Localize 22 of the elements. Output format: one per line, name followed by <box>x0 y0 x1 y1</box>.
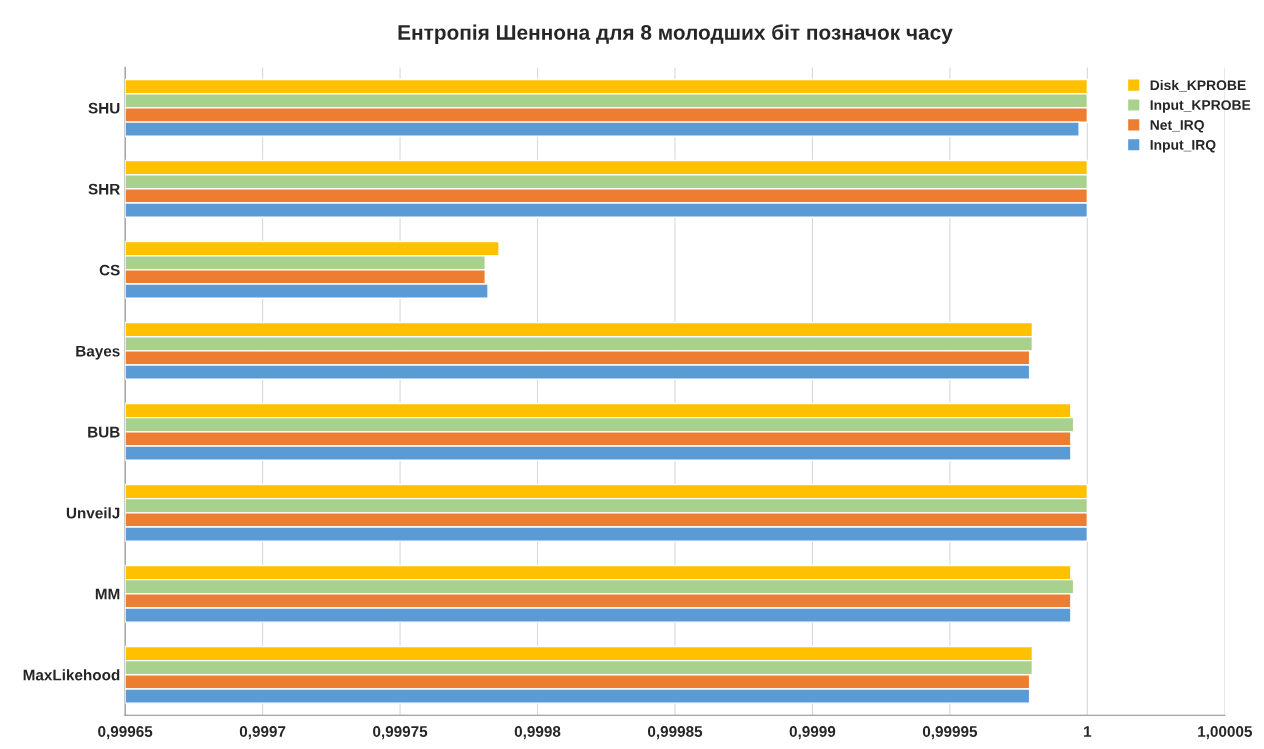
legend-label: Net_IRQ <box>1150 120 1204 133</box>
y-tick-label: UnveilJ <box>66 507 120 519</box>
legend-label: Input_IRQ <box>1150 139 1216 153</box>
x-tick-label: 0,99995 <box>922 726 978 740</box>
y-tick-label: MM <box>95 588 120 600</box>
x-tick-label: 0,9997 <box>239 726 286 740</box>
x-tick-label: 0,99985 <box>647 726 703 740</box>
y-tick-label: BUB <box>88 426 120 438</box>
y-tick-label: MaxLikehood <box>23 669 120 681</box>
y-tick-label: CS <box>99 264 120 276</box>
y-tick-label: SHR <box>88 183 120 195</box>
y-tick-label: Bayes <box>76 345 120 360</box>
y-tick-label: SHU <box>88 102 120 114</box>
x-tick-label: 0,9998 <box>514 726 561 740</box>
x-tick-label: 1 <box>1084 726 1092 737</box>
x-tick-label: 0,99975 <box>373 726 428 740</box>
legend-label: Input_KPROBE <box>1150 100 1251 113</box>
legend-label: Disk_KPROBE <box>1150 79 1246 92</box>
x-tick-label: 0,99965 <box>98 726 153 740</box>
x-tick-label: 1,00005 <box>1198 726 1253 740</box>
x-tick-label: 0,9999 <box>789 726 836 740</box>
chart-title: Ентропія Шеннона для 8 молодших біт позначок часу <box>398 24 953 44</box>
